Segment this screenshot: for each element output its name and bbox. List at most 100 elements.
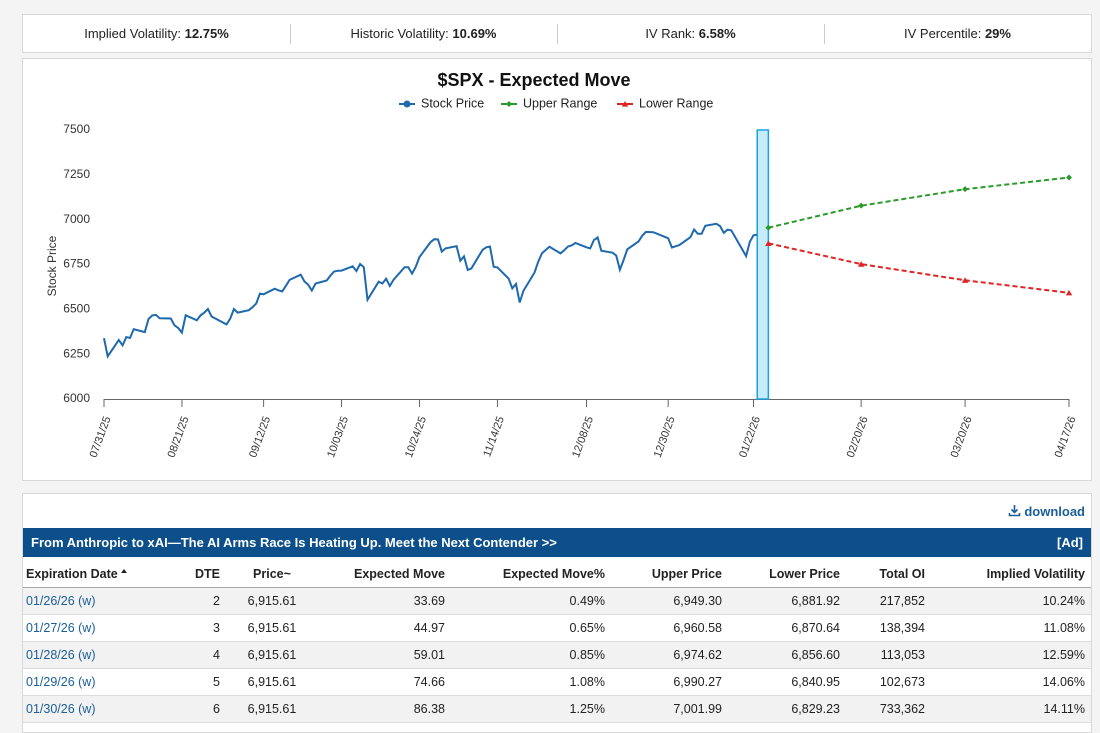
cell-text: 0.65% bbox=[569, 621, 605, 635]
chart: $SPX - Expected Move Stock Price 6000 625… bbox=[45, 70, 1079, 460]
x-tick-label: 08/21/25 bbox=[166, 415, 192, 459]
download-link[interactable]: download bbox=[1008, 504, 1085, 519]
cell-text: 113,053 bbox=[880, 648, 925, 662]
ad-banner[interactable]: From Anthropic to xAI—The AI Arms Race I… bbox=[23, 528, 1091, 557]
x-tick-label: 12/30/25 bbox=[652, 415, 678, 459]
series-line bbox=[768, 242, 1070, 294]
table-cell: 01/30/26 (w) bbox=[23, 695, 186, 723]
y-tick-label: 6000 bbox=[63, 391, 90, 405]
column-header-text: Implied Volatility bbox=[986, 566, 1085, 581]
expiration-link[interactable]: 01/26/26 (w) bbox=[26, 594, 96, 608]
column-header[interactable]: Price~ bbox=[226, 560, 318, 588]
cell-text: 14.11% bbox=[1043, 702, 1085, 716]
expected-move-table: Expiration Date DTE Price~ Expected Move Exp… bbox=[23, 560, 1091, 723]
x-tick-label: 02/20/26 bbox=[845, 415, 871, 459]
column-header[interactable]: Total OI bbox=[846, 560, 931, 588]
table-cell: 1.08% bbox=[451, 668, 611, 696]
cell-text: 3 bbox=[213, 621, 220, 635]
table-cell: 86.38 bbox=[318, 695, 451, 723]
cell-text: 6 bbox=[213, 702, 220, 716]
table-panel: download From Anthropic to xAI—The AI Ar… bbox=[22, 493, 1092, 733]
table-cell: 6,915.61 bbox=[226, 587, 318, 615]
table-cell: 12.59% bbox=[931, 641, 1091, 669]
y-tick-label: 6500 bbox=[63, 302, 90, 316]
x-tick-label: 03/20/26 bbox=[949, 415, 975, 459]
y-tick-label: 7250 bbox=[63, 167, 90, 181]
column-header-text: Expected Move% bbox=[502, 566, 605, 581]
table-cell: 14.11% bbox=[931, 695, 1091, 723]
column-header-text: Price~ bbox=[253, 566, 291, 581]
table-body: 01/26/26 (w) 2 6,915.61 33.69 0.49% 6,949.30 6… bbox=[23, 587, 1091, 723]
y-tick-label: 6750 bbox=[63, 257, 90, 271]
table-cell: 74.66 bbox=[318, 668, 451, 696]
expiration-link[interactable]: 01/27/26 (w) bbox=[26, 621, 96, 635]
cell-text: 6,974.62 bbox=[673, 648, 722, 662]
point-marker bbox=[857, 261, 865, 267]
cell-text: 12.59% bbox=[1042, 648, 1085, 662]
y-tick-label: 7500 bbox=[63, 122, 90, 136]
table-cell: 6,915.61 bbox=[226, 614, 318, 642]
table-row: 01/30/26 (w) 6 6,915.61 86.38 1.25% 7,001.99 6… bbox=[23, 695, 1091, 723]
table-cell: 138,394 bbox=[846, 614, 931, 642]
y-tick-label: 7000 bbox=[63, 212, 90, 226]
cell-text: 74.66 bbox=[413, 675, 445, 689]
column-header-text: Lower Price bbox=[769, 566, 840, 581]
series-line bbox=[768, 176, 1070, 229]
column-header[interactable]: DTE bbox=[186, 560, 226, 588]
column-header-text: Expiration Date bbox=[26, 566, 118, 581]
stat-label: Implied Volatility: bbox=[84, 26, 182, 41]
column-header[interactable]: Lower Price bbox=[728, 560, 846, 588]
table-cell: 5 bbox=[186, 668, 226, 696]
column-header[interactable]: Expected Move% bbox=[451, 560, 611, 588]
stats-bar: Implied Volatility: 12.75% Historic Volat… bbox=[22, 14, 1092, 53]
cell-text: 44.97 bbox=[413, 621, 445, 635]
point-marker bbox=[1066, 174, 1072, 181]
table-cell: 6,974.62 bbox=[611, 641, 728, 669]
column-header[interactable]: Expiration Date bbox=[23, 560, 186, 588]
expiration-link[interactable]: 01/30/26 (w) bbox=[26, 702, 96, 716]
column-header[interactable]: Expected Move bbox=[318, 560, 451, 588]
cell-text: 1.25% bbox=[569, 702, 605, 716]
x-tick-label: 04/17/26 bbox=[1053, 415, 1079, 459]
column-header[interactable]: Upper Price bbox=[611, 560, 728, 588]
stat-value: 10.69% bbox=[452, 26, 497, 41]
point-marker bbox=[1065, 289, 1073, 296]
y-axis-label: Stock Price bbox=[45, 235, 59, 296]
cell-text: 6,915.61 bbox=[247, 702, 297, 716]
x-tick-label: 10/24/25 bbox=[403, 415, 429, 459]
table-row: 01/29/26 (w) 5 6,915.61 74.66 1.08% 6,990.27 6… bbox=[23, 668, 1091, 696]
column-header-text: Upper Price bbox=[651, 566, 722, 581]
cell-text: 0.85% bbox=[569, 648, 605, 662]
cell-text: 4 bbox=[213, 648, 220, 662]
cell-text: 14.06% bbox=[1042, 675, 1085, 689]
cell-text: 0.49% bbox=[569, 594, 605, 608]
cell-text: 2 bbox=[213, 594, 220, 608]
stat-value: 6.58% bbox=[698, 26, 736, 41]
legend-marker bbox=[403, 100, 411, 108]
table-cell: 10.24% bbox=[931, 587, 1091, 615]
table-cell: 0.49% bbox=[451, 587, 611, 615]
cell-text: 7,001.99 bbox=[673, 702, 722, 716]
expiration-link[interactable]: 01/28/26 (w) bbox=[26, 648, 96, 662]
column-header-text: Total OI bbox=[879, 566, 925, 581]
cell-text: 6,915.61 bbox=[247, 594, 297, 608]
table-cell: 102,673 bbox=[846, 668, 931, 696]
expiration-link[interactable]: 01/29/26 (w) bbox=[26, 675, 96, 689]
column-header[interactable]: Implied Volatility bbox=[931, 560, 1091, 588]
table-cell: 6,881.92 bbox=[728, 587, 846, 615]
x-tick-label: 09/12/25 bbox=[247, 415, 273, 459]
cell-text: 733,362 bbox=[879, 702, 925, 716]
table-cell: 33.69 bbox=[318, 587, 451, 615]
table-cell: 44.97 bbox=[318, 614, 451, 642]
table-cell: 11.08% bbox=[931, 614, 1091, 642]
column-header-text: Expected Move bbox=[353, 566, 445, 581]
cell-text: 11.08% bbox=[1043, 621, 1085, 635]
chart-title: $SPX - Expected Move bbox=[437, 70, 630, 90]
legend-label: Stock Price bbox=[421, 96, 484, 110]
table-cell: 14.06% bbox=[931, 668, 1091, 696]
table-cell: 6,870.64 bbox=[728, 614, 846, 642]
point-marker bbox=[765, 240, 772, 246]
point-marker bbox=[961, 277, 969, 283]
sort-icon bbox=[120, 568, 127, 573]
